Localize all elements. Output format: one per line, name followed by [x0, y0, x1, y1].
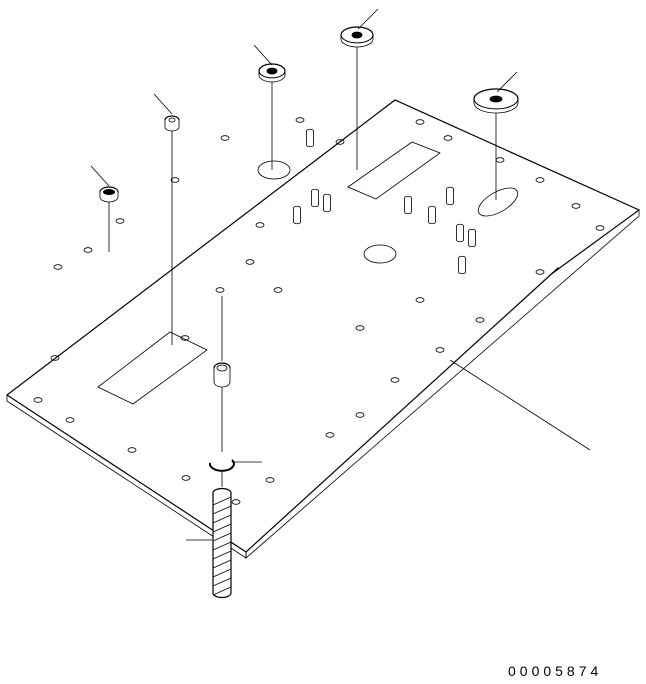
- footer-code: 00005874: [508, 663, 602, 679]
- exploded-view-diagram: [0, 0, 646, 684]
